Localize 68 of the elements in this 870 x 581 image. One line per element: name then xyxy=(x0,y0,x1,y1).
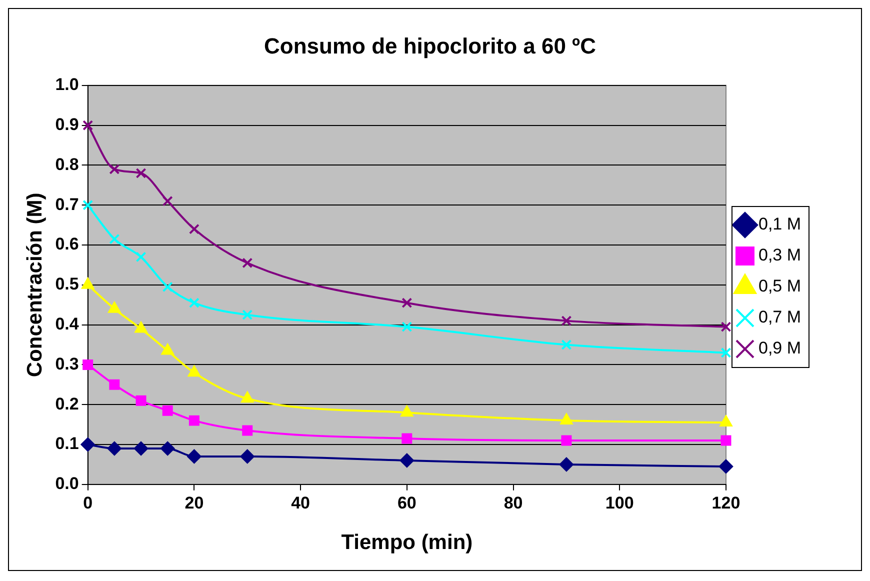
point xyxy=(82,278,94,289)
point xyxy=(162,405,173,416)
legend-label: 0,9 M xyxy=(758,338,802,358)
point xyxy=(559,457,574,472)
y-tick-label: 0.2 xyxy=(55,394,79,414)
point xyxy=(241,392,254,403)
point xyxy=(188,366,200,377)
point xyxy=(188,415,200,426)
point xyxy=(134,441,148,456)
x-tick-label: 0 xyxy=(83,493,93,512)
chart-title: Consumo de hipoclorito a 60 ºC xyxy=(264,33,596,58)
point xyxy=(188,298,200,308)
point xyxy=(561,340,572,350)
point xyxy=(720,347,732,358)
point xyxy=(188,224,200,234)
x-tick-label: 40 xyxy=(291,493,310,512)
point xyxy=(187,449,202,464)
point xyxy=(161,344,174,355)
point xyxy=(718,459,733,474)
point xyxy=(402,298,412,308)
y-tick-label: 0.4 xyxy=(55,314,80,334)
x-axis-title: Tiempo (min) xyxy=(341,531,473,554)
y-tick-label: 0.7 xyxy=(55,194,79,214)
point xyxy=(107,441,122,456)
x-tick-label: 80 xyxy=(504,493,523,512)
point xyxy=(109,379,120,390)
point xyxy=(80,438,95,452)
point xyxy=(242,310,253,320)
point xyxy=(402,322,412,332)
point xyxy=(400,453,414,468)
x-tick-label: 60 xyxy=(397,493,416,512)
y-tick-label: 0.6 xyxy=(55,234,79,254)
y-tick-label: 0.5 xyxy=(55,274,79,294)
x-tick-label: 20 xyxy=(184,493,204,512)
point xyxy=(136,252,146,262)
point xyxy=(242,258,253,268)
x-tick-label: 120 xyxy=(712,493,740,512)
point xyxy=(134,322,148,333)
point xyxy=(561,316,572,326)
point xyxy=(109,164,120,174)
point xyxy=(402,433,412,444)
y-tick-label: 0.3 xyxy=(55,354,79,374)
point xyxy=(136,395,146,406)
x-tick-label: 100 xyxy=(605,493,634,512)
legend-label: 0,1 M xyxy=(758,214,802,234)
legend-label: 0,5 M xyxy=(758,276,802,296)
y-tick-label: 0.9 xyxy=(55,114,79,134)
point xyxy=(162,282,173,292)
y-tick-label: 1.0 xyxy=(55,75,79,94)
point xyxy=(560,414,573,425)
y-tick-label: 0.8 xyxy=(55,154,79,174)
y-tick-label: 0.1 xyxy=(55,434,79,454)
point xyxy=(136,168,146,178)
point xyxy=(108,302,121,313)
point xyxy=(720,416,732,427)
point xyxy=(240,449,254,464)
legend-label: 0,7 M xyxy=(758,308,802,327)
point xyxy=(242,425,253,436)
point xyxy=(160,441,175,456)
point xyxy=(162,196,173,206)
point xyxy=(561,435,572,446)
y-tick-label: 0.0 xyxy=(55,474,79,494)
point xyxy=(109,234,120,244)
y-axis-title: Concentración (M) xyxy=(23,192,46,378)
point xyxy=(720,435,732,446)
point xyxy=(720,322,732,332)
point xyxy=(400,406,414,417)
legend-label: 0,3 M xyxy=(758,246,802,265)
